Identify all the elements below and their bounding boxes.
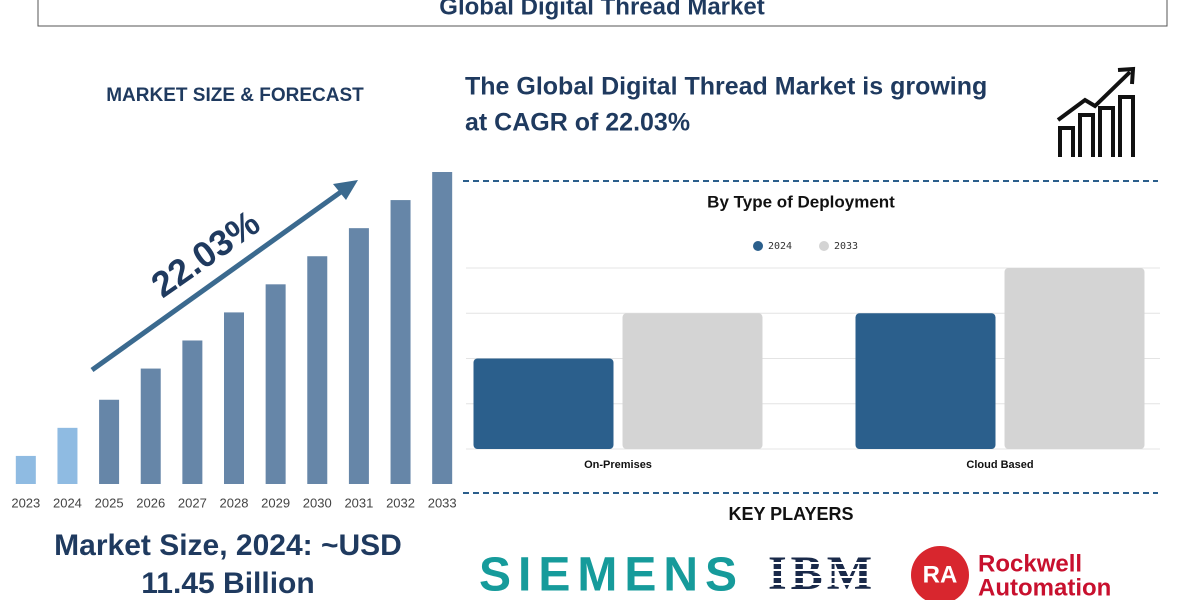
bar bbox=[432, 172, 453, 484]
x-tick-label: 2033 bbox=[428, 495, 457, 510]
bar bbox=[182, 340, 203, 484]
bar bbox=[348, 228, 369, 484]
bar bbox=[224, 312, 244, 484]
header-title: Global Digital Thread Market bbox=[439, 0, 764, 20]
bar bbox=[307, 256, 328, 484]
chart-title: By Type of Deployment bbox=[707, 192, 895, 211]
growth-arrow-head bbox=[333, 180, 358, 200]
growth-icon bbox=[1056, 66, 1136, 157]
x-tick-label: Cloud Based bbox=[966, 459, 1033, 471]
header-box bbox=[37, 0, 1168, 27]
ibm-logo: IBM bbox=[768, 547, 872, 600]
legend-swatch bbox=[819, 241, 829, 251]
x-tick-label: 2032 bbox=[386, 495, 415, 510]
bar bbox=[140, 368, 161, 484]
market-size: 11.45 Billion bbox=[141, 567, 314, 600]
x-tick-label: 2023 bbox=[11, 495, 40, 510]
x-tick-label: 2026 bbox=[136, 495, 165, 510]
bar bbox=[390, 200, 411, 484]
x-tick-label: 2029 bbox=[261, 495, 290, 510]
legend-label: 2033 bbox=[834, 241, 858, 252]
rockwell-name: Automation bbox=[978, 574, 1111, 600]
x-tick-label: On-Premises bbox=[584, 459, 652, 471]
rockwell-badge bbox=[911, 546, 969, 600]
x-tick-label: 2027 bbox=[178, 495, 207, 510]
key-players-heading: KEY PLAYERS bbox=[728, 504, 853, 524]
bar bbox=[1004, 268, 1145, 449]
headline: at CAGR of 22.03% bbox=[465, 109, 690, 137]
x-tick-label: 2031 bbox=[344, 495, 373, 510]
bar bbox=[855, 313, 996, 449]
legend-swatch bbox=[753, 241, 763, 251]
siemens-logo: SIEMENS bbox=[479, 549, 737, 600]
x-tick-label: 2028 bbox=[220, 495, 249, 510]
rockwell-name: Rockwell bbox=[978, 550, 1082, 577]
forecast-heading: MARKET SIZE & FORECAST bbox=[106, 85, 364, 106]
bar bbox=[265, 284, 286, 484]
growth-arrow bbox=[90, 186, 347, 373]
legend-label: 2024 bbox=[768, 241, 792, 252]
x-tick-label: 2030 bbox=[303, 495, 332, 510]
bar bbox=[57, 427, 78, 484]
bar bbox=[99, 399, 120, 484]
ibm-stripes bbox=[765, 562, 875, 592]
headline: The Global Digital Thread Market is grow… bbox=[465, 73, 987, 101]
market-size: Market Size, 2024: ~USD bbox=[54, 529, 402, 562]
bar bbox=[622, 313, 763, 449]
x-tick-label: 2025 bbox=[95, 495, 124, 510]
bar bbox=[15, 455, 36, 484]
x-tick-label: 2024 bbox=[53, 495, 82, 510]
bar bbox=[473, 358, 614, 449]
rockwell-badge-text: RA bbox=[923, 561, 958, 588]
headline-clip bbox=[1050, 70, 1060, 110]
